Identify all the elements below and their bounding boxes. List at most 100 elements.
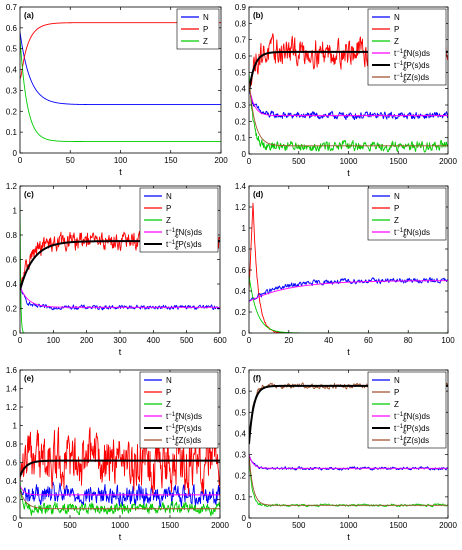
chart-panel: 0 500 1000 1500 2000 0 0.2 0.4 0.6 0.8 1 1.2 1.4 1.6 t… [6,366,230,542]
y-tick-label: 0.7 [235,36,247,45]
y-tick-label: 1.2 [6,182,18,191]
legend-box [367,187,447,241]
axes-frame [248,185,449,334]
legend-entry-label: N [394,192,400,201]
legend-entry-label: N [394,13,400,22]
x-tick-label: 0 [247,336,252,345]
y-tick-label: 0.1 [235,493,247,502]
series-line [20,459,220,477]
x-tick-label: 100 [47,336,61,345]
legend-entry-label: t−1∫t 0Z(s)ds [166,436,201,448]
y-tick-label: 0.6 [6,24,18,33]
panel-label: (e) [24,374,34,383]
y-tick-label: 0.6 [235,266,247,275]
panel-label: (a) [24,11,34,20]
series-group [249,33,448,153]
legend-box [367,371,447,449]
series-line [20,490,220,510]
y-tick-label: 0.2 [6,496,18,505]
series-line [20,31,221,106]
x-tick-label: 2000 [211,521,229,530]
y-tick-label: 0 [13,329,18,338]
y-tick-label: 0.6 [235,387,247,396]
x-tick-label: 500 [292,521,306,530]
x-tick-label: 1500 [161,521,179,530]
x-tick-label: 150 [164,156,178,165]
legend-entry-label: t−1∫t 0Z(s)ds [394,73,429,85]
series-line [249,85,448,117]
x-axis-label: t [119,532,122,542]
x-tick-label: 600 [213,336,227,345]
y-tick-label: 0.8 [6,231,18,240]
x-tick-label: 0 [247,521,252,530]
x-tick-label: 1000 [340,157,358,166]
y-tick-label: 0.2 [6,305,18,314]
x-tick-label: 2000 [439,521,457,530]
y-tick-label: 0.2 [235,472,247,481]
y-tick-label: 0 [242,329,247,338]
legend-entry-label: Z [166,216,171,225]
legend-entry-label: N [203,13,209,22]
series-line [249,454,448,469]
x-axis-label: t [119,167,122,177]
y-tick-label: 0 [242,150,247,159]
x-tick-label: 1000 [111,521,129,530]
y-tick-label: 0 [13,514,18,523]
legend-box [367,8,447,86]
legend-entry-label: t−1∫t 0Z(s)ds [394,436,429,448]
y-tick-label: 0.2 [235,117,247,126]
y-tick-label: 0.5 [235,68,247,77]
y-tick-label: 0.9 [235,3,247,12]
series-line [20,283,220,311]
legend-entry-label: Z [166,400,171,409]
x-tick-label: 500 [180,336,194,345]
legend-entry-label: t−1∫t 0P(s)ds [394,61,430,73]
y-tick-label: 0.4 [6,477,18,486]
legend-entry-label: Z [203,37,208,46]
legend-entry-label: t−1∫t 0N(s)ds [166,412,202,424]
y-tick-label: 0.6 [6,459,18,468]
x-tick-label: 2000 [439,157,457,166]
y-tick-label: 1.2 [235,203,247,212]
y-tick-label: 1 [242,224,247,233]
panel-label: (f) [253,374,261,383]
y-tick-label: 1.4 [6,385,18,394]
series-line [20,286,220,308]
y-tick-label: 1.6 [6,366,18,375]
y-tick-label: 0.4 [6,66,18,75]
series-group [20,425,220,517]
y-tick-label: 0.7 [235,366,247,375]
y-tick-label: 0.2 [235,308,247,317]
y-tick-label: 1.4 [235,182,247,191]
legend-entry-label: Z [394,216,399,225]
y-tick-label: 0.4 [235,287,247,296]
chart-panel: 0 500 1000 1500 2000 0 0.1 0.2 0.3 0.4 0.5 0.6 0.7 0.… [235,3,458,178]
panel-label: (c) [24,190,34,199]
legend-entry-label: t−1∫t 0N(s)ds [166,228,202,240]
x-tick-label: 0 [18,336,23,345]
y-tick-label: 0.6 [235,52,247,61]
x-tick-label: 200 [214,156,228,165]
legend-entry-label: N [166,192,172,201]
y-tick-label: 0.6 [6,256,18,265]
x-tick-label: 20 [284,336,293,345]
x-axis-label: t [347,168,350,178]
legend-entry-label: P [166,204,171,213]
series-line [20,481,220,507]
y-tick-label: 0.5 [235,408,247,417]
y-tick-label: 0.4 [6,280,18,289]
y-tick-label: 0.7 [6,3,18,12]
legend-entry-label: P [166,388,171,397]
x-tick-label: 300 [113,336,127,345]
y-tick-label: 1.2 [6,403,18,412]
series-line [20,38,221,142]
legend-entry-label: P [394,388,399,397]
x-tick-label: 500 [63,521,77,530]
series-line [249,72,448,153]
x-axis-label: t [347,532,350,542]
x-axis-label: t [119,347,122,357]
chart-panel: 0 500 1000 1500 2000 0 0.1 0.2 0.3 0.4 0.5 0.6 0.7 t (… [235,366,458,542]
y-tick-label: 0.3 [235,101,247,110]
